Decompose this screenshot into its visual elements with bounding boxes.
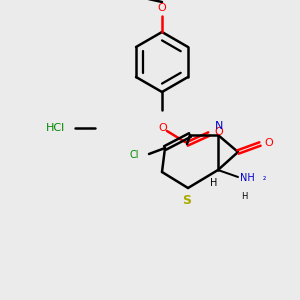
Text: Cl: Cl [130,150,139,160]
Text: N: N [215,121,223,131]
Text: O: O [264,138,273,148]
Text: H: H [241,192,247,201]
Text: ₂: ₂ [263,173,266,182]
Text: O: O [158,3,166,13]
Text: HCl: HCl [45,123,64,133]
Text: H: H [210,178,218,188]
Text: S: S [182,194,191,207]
Text: NH: NH [240,173,255,183]
Text: O: O [214,127,223,137]
Text: O: O [159,123,167,133]
